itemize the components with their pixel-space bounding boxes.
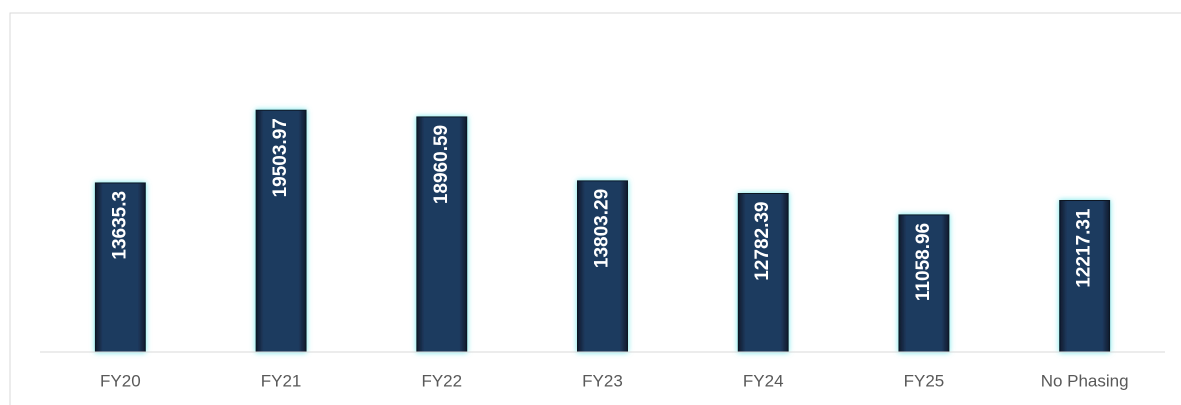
data-label: 19503.97 [270, 118, 291, 197]
data-label: 13803.29 [592, 189, 613, 268]
x-tick-label: FY23 [582, 371, 623, 390]
data-label: 18960.59 [431, 125, 452, 204]
bar [255, 109, 307, 353]
bar [1059, 200, 1111, 353]
x-tick-label: No Phasing [1041, 371, 1129, 390]
x-tick-label: FY22 [421, 371, 462, 390]
x-tick-label: FY20 [100, 371, 141, 390]
chart-frame [9, 12, 1181, 405]
bar [577, 180, 628, 353]
bar [737, 192, 789, 353]
x-tick-label: FY25 [904, 371, 945, 390]
bar [898, 214, 950, 353]
x-tick-label: FY24 [743, 371, 784, 390]
data-label: 11058.96 [913, 223, 934, 301]
x-tick-label: FY21 [261, 371, 302, 390]
data-label: 12782.39 [752, 201, 773, 280]
data-label: 12217.31 [1074, 208, 1095, 288]
data-label: 13635.3 [109, 191, 130, 260]
